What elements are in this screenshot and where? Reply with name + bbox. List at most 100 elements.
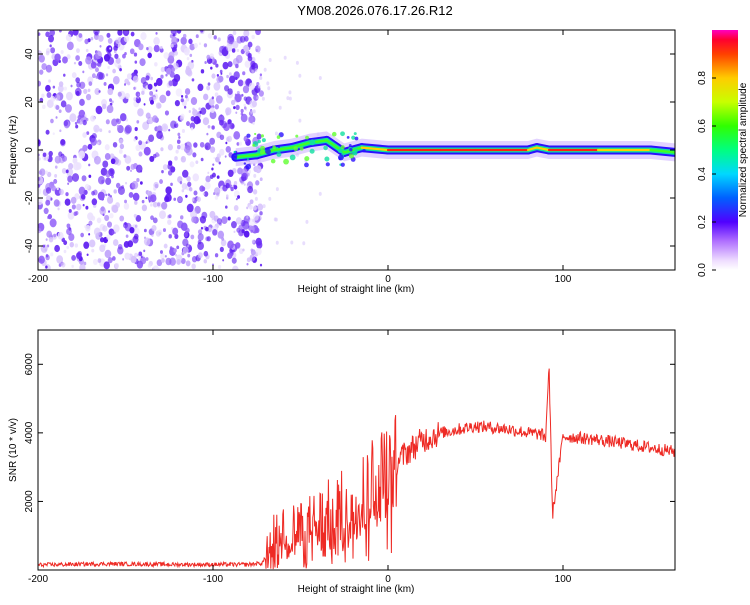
- noise-blob: [109, 153, 115, 161]
- noise-blob: [250, 109, 254, 114]
- noise-blob: [105, 170, 111, 178]
- noise-blob: [97, 142, 100, 145]
- signal-blob: [349, 147, 353, 152]
- noise-blob: [197, 252, 203, 259]
- noise-blob: [52, 132, 55, 136]
- noise-blob: [76, 252, 82, 260]
- noise-blob: [125, 92, 130, 99]
- noise-blob: [48, 79, 51, 83]
- noise-blob: [171, 67, 176, 73]
- noise-blob: [249, 254, 256, 262]
- noise-blob: [134, 200, 138, 205]
- noise-blob: [124, 78, 129, 85]
- noise-blob: [225, 141, 228, 145]
- noise-blob: [251, 239, 255, 244]
- noise-blob: [209, 110, 217, 120]
- noise-blob: [170, 182, 173, 186]
- noise-blob: [243, 44, 250, 53]
- noise-blob: [76, 48, 80, 54]
- noise-blob: [53, 233, 57, 238]
- noise-blob: [227, 39, 230, 43]
- noise-blob: [46, 244, 50, 248]
- signal-blob: [362, 148, 366, 153]
- noise-blob: [130, 169, 132, 173]
- noise-blob: [232, 30, 237, 36]
- noise-blob: [124, 155, 132, 164]
- noise-region: [38, 30, 322, 270]
- noise-blob: [221, 216, 228, 225]
- noise-blob: [64, 198, 71, 206]
- noise-blob: [187, 61, 195, 70]
- noise-blob: [65, 33, 72, 42]
- noise-blob: [150, 76, 154, 81]
- noise-blob: [278, 105, 282, 110]
- noise-blob: [112, 141, 118, 148]
- noise-blob: [82, 119, 87, 126]
- noise-blob: [50, 47, 56, 54]
- noise-blob: [162, 228, 167, 233]
- noise-blob: [125, 234, 129, 238]
- noise-blob: [266, 81, 270, 86]
- noise-blob: [227, 240, 234, 249]
- noise-blob: [205, 226, 209, 232]
- noise-blob: [73, 61, 77, 65]
- noise-blob: [152, 201, 158, 208]
- noise-blob: [123, 202, 130, 210]
- noise-blob: [181, 189, 185, 193]
- noise-blob: [190, 234, 195, 240]
- noise-blob: [235, 217, 242, 225]
- noise-blob: [238, 141, 243, 146]
- noise-blob: [146, 46, 149, 51]
- noise-blob: [185, 260, 191, 267]
- noise-blob: [143, 228, 147, 233]
- noise-blob: [109, 47, 112, 50]
- noise-blob: [138, 151, 143, 157]
- noise-blob: [255, 180, 260, 186]
- noise-blob: [156, 130, 163, 140]
- noise-blob: [66, 54, 71, 60]
- noise-blob: [229, 75, 236, 84]
- noise-blob: [200, 226, 204, 230]
- noise-blob: [45, 254, 50, 261]
- noise-blob: [106, 32, 111, 38]
- noise-blob: [38, 187, 42, 195]
- signal-blob: [304, 162, 309, 168]
- snr-series-line: [38, 368, 675, 570]
- noise-blob: [288, 90, 292, 95]
- noise-blob: [215, 95, 223, 104]
- noise-blob: [192, 173, 200, 182]
- noise-blob: [256, 133, 262, 140]
- noise-blob: [145, 112, 151, 119]
- noise-blob: [130, 163, 136, 170]
- noise-blob: [126, 73, 132, 80]
- noise-blob: [246, 257, 251, 263]
- noise-blob: [233, 184, 236, 187]
- noise-blob: [226, 43, 233, 52]
- noise-blob: [170, 120, 177, 129]
- noise-blob: [149, 90, 154, 96]
- noise-blob: [177, 176, 183, 183]
- noise-blob: [115, 57, 121, 64]
- noise-blob: [45, 50, 50, 56]
- noise-blob: [254, 68, 258, 73]
- noise-blob: [93, 30, 100, 36]
- noise-blob: [145, 196, 148, 200]
- noise-blob: [182, 169, 189, 178]
- signal-blob: [354, 136, 359, 141]
- noise-blob: [180, 155, 187, 163]
- noise-blob: [106, 52, 112, 59]
- noise-blob: [117, 186, 125, 195]
- noise-blob: [48, 236, 54, 243]
- noise-blob: [211, 96, 214, 100]
- noise-blob: [63, 73, 66, 77]
- noise-blob: [151, 234, 154, 238]
- noise-blob: [193, 190, 198, 196]
- y-tick-label: 0: [24, 147, 35, 153]
- noise-blob: [189, 161, 195, 168]
- noise-blob: [170, 30, 178, 35]
- noise-blob: [198, 42, 202, 46]
- noise-blob: [147, 83, 153, 90]
- noise-blob: [57, 207, 60, 211]
- noise-blob: [172, 227, 179, 236]
- noise-blob: [93, 62, 96, 66]
